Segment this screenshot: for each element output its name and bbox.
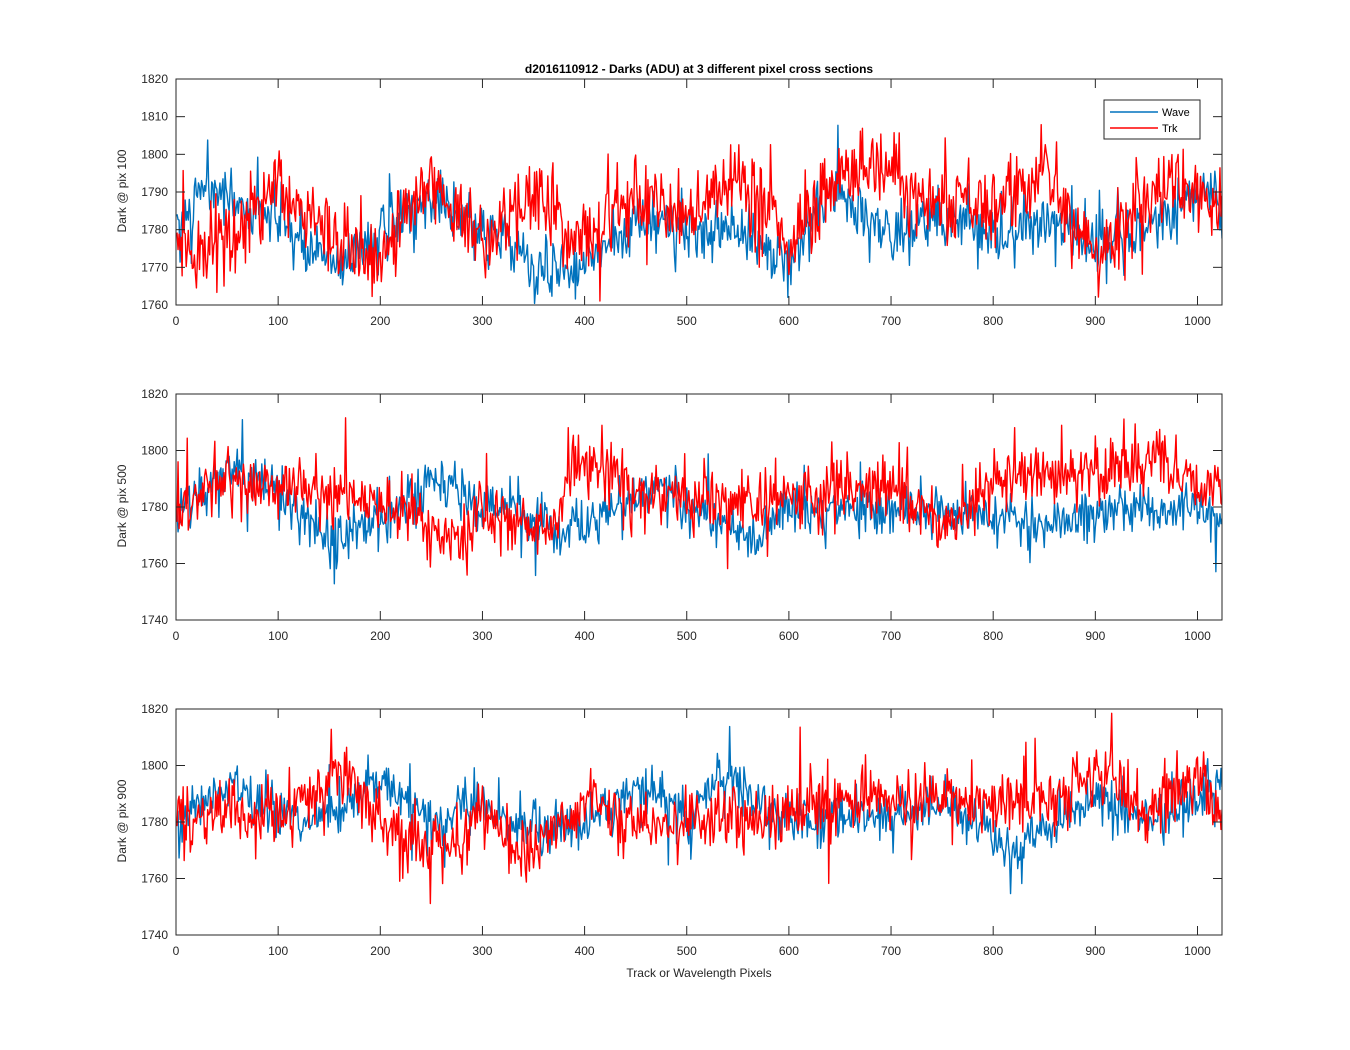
- series-group: [176, 712, 1222, 905]
- legend[interactable]: Wave Trk: [1103, 99, 1201, 140]
- x-tick-label: 1000: [1184, 629, 1211, 643]
- legend-label-trk: Trk: [1162, 123, 1178, 135]
- legend-label-wave: Wave: [1162, 107, 1190, 119]
- x-tick-label: 700: [881, 314, 901, 328]
- y-tick-label: 1760: [141, 872, 168, 886]
- x-tick-label: 200: [370, 629, 390, 643]
- series-group: [176, 417, 1222, 585]
- x-tick-label: 600: [779, 314, 799, 328]
- plot-area: [176, 394, 1222, 620]
- x-tick-label: 1000: [1184, 314, 1211, 328]
- y-tick-label: 1800: [141, 444, 168, 458]
- series-line-trk: [176, 712, 1222, 905]
- x-tick-label: 1000: [1184, 944, 1211, 958]
- series-line-wave: [176, 124, 1222, 305]
- ylabel-pix-500: Dark @ pix 500: [115, 464, 129, 547]
- x-tick-label: 800: [983, 314, 1003, 328]
- x-tick-label: 0: [173, 944, 180, 958]
- x-tick-label: 500: [677, 629, 697, 643]
- x-tick-label: 0: [173, 314, 180, 328]
- x-tick-label: 800: [983, 629, 1003, 643]
- panel-pix-500: Dark @ pix 500 0 100 200 300 400 500 600 700 800…: [115, 387, 1223, 643]
- legend-box: [1103, 99, 1201, 140]
- x-tick-label: 600: [779, 944, 799, 958]
- series-line-trk: [176, 417, 1222, 576]
- y-tick-label: 1740: [141, 613, 168, 627]
- x-tick-label: 100: [268, 629, 288, 643]
- x-tick-label: 400: [575, 629, 595, 643]
- x-tick-label: 200: [370, 314, 390, 328]
- y-tick-label: 1780: [141, 500, 168, 514]
- x-tick-label: 200: [370, 944, 390, 958]
- ylabel-pix-100: Dark @ pix 100: [115, 149, 129, 232]
- x-tick-label: 700: [881, 944, 901, 958]
- x-tick-label: 300: [472, 629, 492, 643]
- y-tick-label: 1810: [141, 110, 168, 124]
- x-tick-label: 0: [173, 629, 180, 643]
- ylabel-pix-900: Dark @ pix 900: [115, 779, 129, 862]
- panel-pix-900: Dark @ pix 900 Track or Wavelength Pixel…: [115, 702, 1223, 980]
- x-tick-label: 500: [677, 314, 697, 328]
- y-tick-label: 1760: [141, 298, 168, 312]
- y-tick-label: 1820: [141, 72, 168, 86]
- y-tick-label: 1780: [141, 223, 168, 237]
- y-tick-label: 1770: [141, 260, 168, 274]
- x-tick-label: 600: [779, 629, 799, 643]
- xlabel: Track or Wavelength Pixels: [626, 966, 771, 980]
- y-tick-label: 1820: [141, 702, 168, 716]
- series-line-trk: [176, 123, 1222, 302]
- x-tick-label: 700: [881, 629, 901, 643]
- series-group: [176, 123, 1222, 305]
- series-line-wave: [176, 419, 1222, 585]
- x-tick-label: 300: [472, 944, 492, 958]
- y-tick-label: 1800: [141, 147, 168, 161]
- x-tick-label: 100: [268, 314, 288, 328]
- x-tick-label: 900: [1085, 314, 1105, 328]
- x-tick-label: 900: [1085, 629, 1105, 643]
- x-tick-label: 500: [677, 944, 697, 958]
- x-tick-label: 800: [983, 944, 1003, 958]
- series-line-wave: [176, 725, 1222, 895]
- x-tick-label: 300: [472, 314, 492, 328]
- y-tick-label: 1820: [141, 387, 168, 401]
- y-tick-label: 1780: [141, 815, 168, 829]
- y-tick-label: 1800: [141, 759, 168, 773]
- x-tick-label: 400: [575, 944, 595, 958]
- x-tick-label: 400: [575, 314, 595, 328]
- y-tick-label: 1740: [141, 928, 168, 942]
- panel-pix-100: Dark @ pix 100 0 100 200 300 400 500 600 700 800…: [115, 72, 1223, 328]
- y-tick-label: 1760: [141, 557, 168, 571]
- x-tick-label: 100: [268, 944, 288, 958]
- y-tick-label: 1790: [141, 185, 168, 199]
- figure-title: d2016110912 - Darks (ADU) at 3 different…: [525, 62, 873, 76]
- x-tick-label: 900: [1085, 944, 1105, 958]
